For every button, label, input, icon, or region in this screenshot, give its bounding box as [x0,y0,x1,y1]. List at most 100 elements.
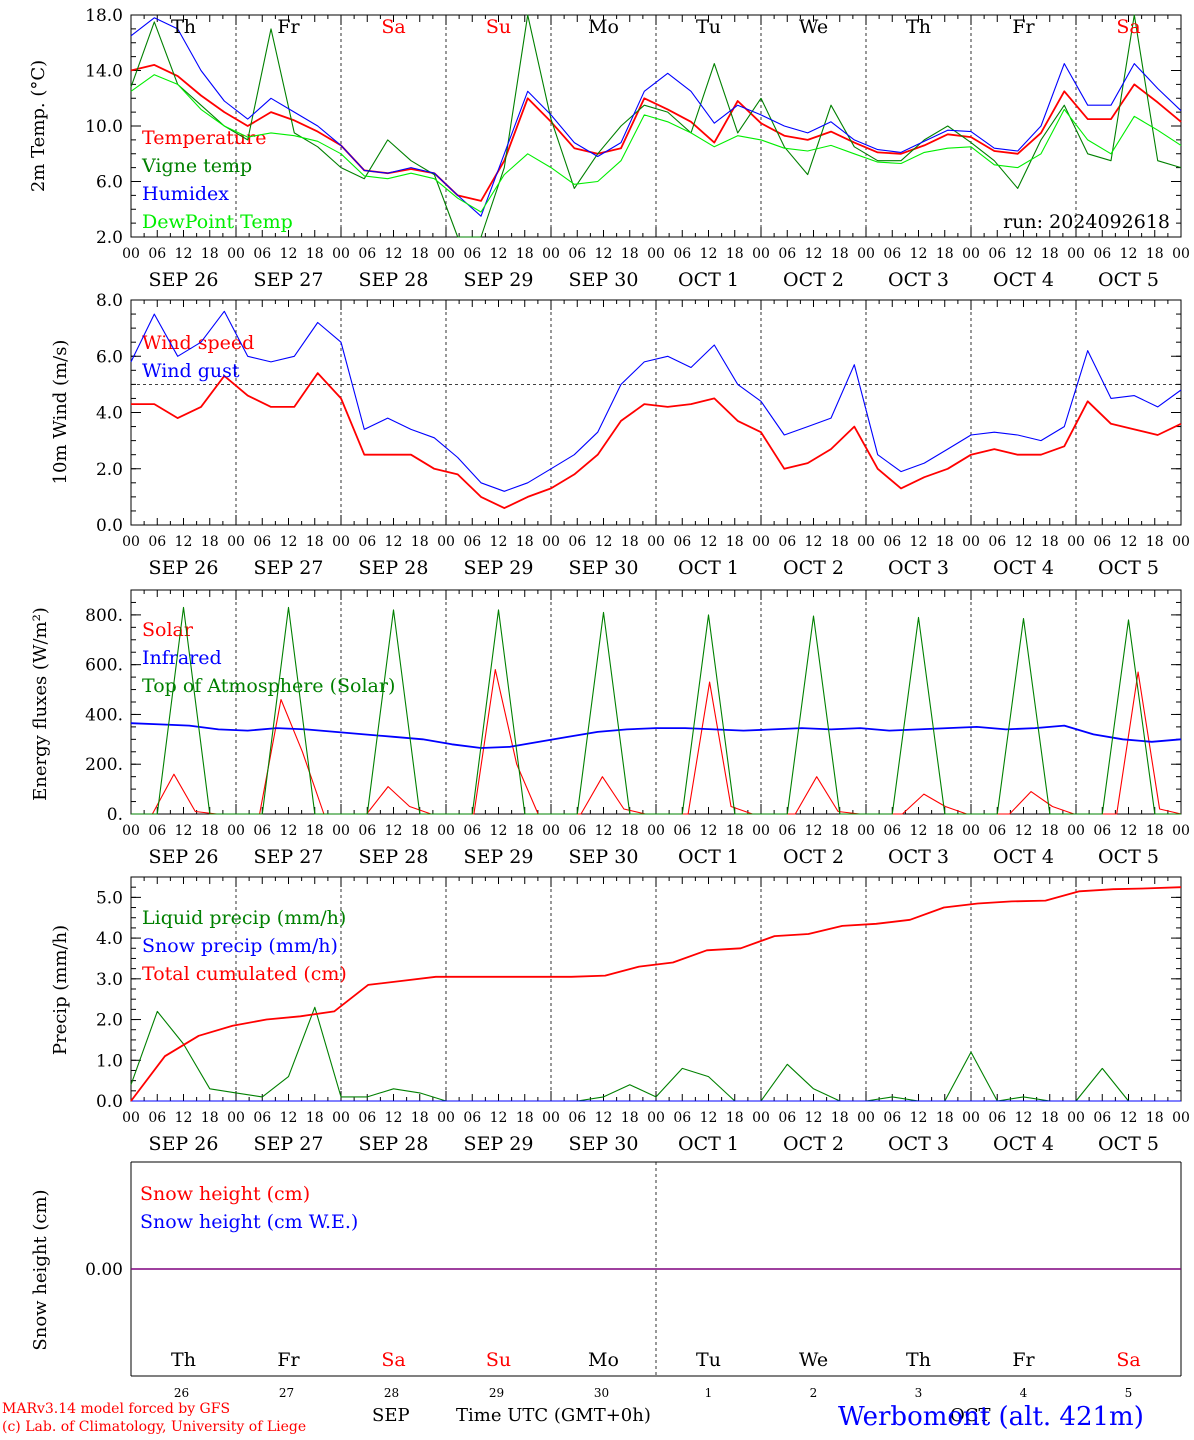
hour-tick-label: 06 [568,823,586,839]
day-name-top: Su [486,16,511,38]
hour-tick-label: 00 [227,534,245,550]
legend-entry: Snow precip (mm/h) [142,935,338,957]
hour-tick-label: 18 [516,246,534,262]
hour-tick-label: 12 [385,246,403,262]
hour-tick-label: 12 [385,1110,403,1126]
hour-tick-label: 06 [988,823,1006,839]
hour-tick-label: 06 [568,534,586,550]
day-number: 1 [705,1386,713,1400]
series-line [131,372,1182,510]
hour-tick-label: 18 [831,1110,849,1126]
hour-tick-label: 00 [122,534,140,550]
day-name-bottom: We [799,1349,828,1371]
hour-tick-label: 06 [883,823,901,839]
hour-tick-label: 00 [122,246,140,262]
date-label: SEP 26 [149,269,219,291]
hour-tick-label: 06 [568,1110,586,1126]
date-label: SEP 29 [464,1133,534,1155]
hour-tick-label: 18 [306,823,324,839]
hour-tick-label: 00 [1067,246,1085,262]
hour-tick-label: 06 [778,823,796,839]
panel-2: 0.0 2.0 4.0 6.0 8.0 00 06 12 18 SEP 26 00 06 12 18 SEP… [50,291,1190,579]
hour-tick-label: 18 [726,534,744,550]
legend-entry: Wind gust [142,360,240,382]
run-annotation: run: 2024092618 [1003,211,1170,233]
legend-entry: Total cumulated (cm) [142,963,347,985]
y-tick-label: 10.0 [85,117,123,137]
date-label: SEP 28 [359,1133,429,1155]
date-label: SEP 26 [149,1133,219,1155]
hour-tick-label: 00 [1067,1110,1085,1126]
day-name-bottom: Sa [1116,1349,1140,1371]
legend-entry: Liquid precip (mm/h) [142,907,346,929]
date-label: SEP 29 [464,269,534,291]
hour-tick-label: 12 [910,1110,928,1126]
hour-tick-label: 00 [752,534,770,550]
y-tick-label: 8.0 [96,291,123,311]
hour-tick-label: 00 [542,246,560,262]
day-name-bottom: Tu [696,1349,721,1371]
series-line [130,1006,1181,1102]
day-number: 29 [489,1386,504,1400]
date-label: OCT 3 [888,557,949,579]
plot-frame [130,299,1182,526]
day-name-top: Sa [1116,16,1140,38]
day-name-top: We [799,16,828,38]
legend-entry: DewPoint Temp [142,211,293,233]
hour-tick-label: 00 [122,823,140,839]
date-label: SEP 30 [569,557,639,579]
hour-tick-label: 06 [988,246,1006,262]
hour-tick-label: 00 [857,823,875,839]
hour-tick-label: 12 [175,1110,193,1126]
hour-tick-label: 12 [595,1110,613,1126]
hour-tick-label: 18 [936,534,954,550]
hour-tick-label: 06 [463,823,481,839]
series-line [130,17,1182,217]
day-name-bottom: Mo [588,1349,619,1371]
hour-tick-label: 18 [516,1110,534,1126]
date-label: OCT 2 [783,846,844,868]
date-label: OCT 4 [993,557,1054,579]
hour-tick-label: 12 [1015,823,1033,839]
model-credit-line1: MARv3.14 model forced by GFS [2,1401,231,1417]
y-tick-label: 0.0 [96,516,123,536]
plot-frame [130,589,1182,815]
hour-tick-label: 18 [831,823,849,839]
hour-tick-label: 12 [1015,534,1033,550]
day-name-top: Th [906,16,931,38]
hour-tick-label: 06 [883,534,901,550]
hour-tick-label: 00 [542,534,560,550]
hour-tick-label: 00 [332,823,350,839]
series-line [131,606,1181,815]
hour-tick-label: 18 [621,1110,639,1126]
hour-tick-label: 12 [1120,823,1138,839]
hour-tick-label: 00 [647,534,665,550]
hour-tick-label: 18 [306,1110,324,1126]
hour-tick-label: 12 [805,534,823,550]
hour-tick-label: 00 [857,534,875,550]
y-tick-label: 2.0 [96,228,123,248]
date-label: OCT 4 [993,1133,1054,1155]
date-label: OCT 1 [678,557,739,579]
day-number: 27 [279,1386,294,1400]
day-number: 5 [1125,1386,1133,1400]
hour-tick-label: 12 [1015,1110,1033,1126]
hour-tick-label: 12 [805,246,823,262]
hour-tick-label: 00 [1067,823,1085,839]
hour-tick-label: 18 [1146,246,1164,262]
hour-tick-label: 06 [148,246,166,262]
y-tick-label: 2.0 [96,460,123,480]
series-line [130,64,1182,202]
hour-tick-label: 06 [673,534,691,550]
y-axis-title: Precip (mm/h) [50,925,71,1055]
hour-tick-label: 06 [253,1110,271,1126]
hour-tick-label: 18 [621,534,639,550]
hour-tick-label: 18 [936,823,954,839]
hour-tick-label: 00 [437,534,455,550]
hour-tick-label: 12 [280,534,298,550]
hour-tick-label: 18 [306,246,324,262]
date-label: SEP 27 [254,269,324,291]
legend-entry: Snow height (cm) [140,1183,310,1205]
hour-tick-label: 06 [1093,1110,1111,1126]
date-label: OCT 2 [783,557,844,579]
